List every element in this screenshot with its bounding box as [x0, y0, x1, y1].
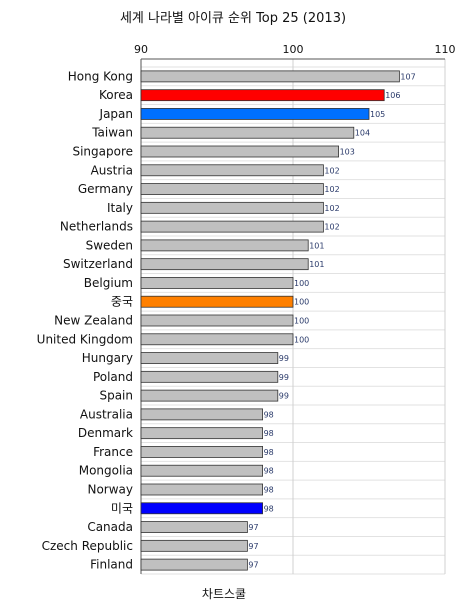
category-label: Sweden: [86, 238, 133, 252]
category-label: Switzerland: [63, 257, 133, 271]
bar: [140, 521, 248, 533]
value-label: 101: [309, 241, 324, 250]
value-label: 99: [279, 392, 289, 401]
bar: [140, 220, 324, 233]
category-label: Hungary: [82, 351, 133, 365]
category-label: Norway: [87, 483, 133, 497]
bar: [140, 295, 294, 308]
category-label: Netherlands: [60, 220, 133, 234]
category-label: Japan: [99, 107, 133, 121]
category-label: Poland: [93, 370, 133, 384]
category-label: Belgium: [84, 276, 133, 290]
bar: [140, 483, 263, 496]
bar: [140, 183, 324, 195]
value-label: 98: [264, 467, 274, 476]
category-label: Australia: [80, 407, 133, 421]
category-label: Canada: [87, 520, 133, 534]
value-label: 102: [324, 166, 339, 175]
category-label: Italy: [107, 201, 133, 215]
category-label: New Zealand: [54, 314, 133, 328]
value-label: 98: [264, 448, 274, 457]
category-label: United Kingdom: [37, 332, 133, 346]
bar: [140, 164, 324, 177]
value-label: 97: [248, 542, 258, 551]
bar: [140, 126, 355, 139]
value-label: 98: [264, 486, 274, 495]
category-label: 미국: [111, 501, 133, 515]
category-labels: Hong Kong Korea Japan Taiwan Singapore Austri…: [37, 69, 133, 571]
value-label: 97: [248, 561, 258, 570]
bar: [140, 370, 279, 383]
bar: [140, 277, 294, 289]
bar: [140, 333, 294, 346]
category-label: Czech Republic: [42, 539, 133, 553]
bar: [140, 314, 294, 327]
bar: [140, 352, 279, 364]
value-label: 98: [264, 410, 274, 419]
bar: [140, 239, 309, 252]
bar: [140, 408, 263, 421]
value-label: 104: [355, 129, 370, 138]
value-label: 100: [294, 279, 309, 288]
x-tick-label: 100: [283, 43, 304, 56]
category-label: Austria: [91, 163, 133, 177]
value-label: 106: [385, 91, 400, 100]
value-label: 97: [248, 523, 258, 532]
x-tick-label: 90: [134, 43, 148, 56]
chart-title: 세계 나라별 아이큐 순위 Top 25 (2013): [120, 11, 346, 26]
value-label: 102: [324, 204, 339, 213]
bar: [140, 258, 309, 271]
x-tick-label: 110: [435, 43, 456, 56]
category-label: Spain: [99, 389, 133, 403]
value-label: 103: [340, 148, 355, 157]
bar: [140, 70, 400, 83]
value-label: 102: [324, 185, 339, 194]
bar: [140, 502, 263, 515]
value-label: 100: [294, 317, 309, 326]
category-label: Germany: [78, 182, 133, 196]
x-axis-ticks: 90 100 110: [134, 43, 456, 56]
value-label: 105: [370, 110, 385, 119]
category-label: Singapore: [72, 145, 133, 159]
bar: [140, 539, 248, 552]
footer-credit: 차트스쿨: [202, 587, 246, 601]
value-label: 99: [279, 373, 289, 382]
value-label: 100: [294, 335, 309, 344]
category-label: Finland: [90, 558, 133, 572]
category-label: Denmark: [78, 426, 133, 440]
category-label: Mongolia: [79, 464, 133, 478]
bars: [140, 70, 400, 571]
category-label: France: [93, 445, 133, 459]
bar: [140, 464, 263, 477]
bar: [140, 89, 385, 102]
category-label: Hong Kong: [68, 69, 133, 83]
value-label: 102: [324, 223, 339, 232]
value-label: 98: [264, 429, 274, 438]
value-label: 107: [400, 72, 415, 81]
category-label: Korea: [99, 88, 133, 102]
bar: [140, 446, 263, 458]
category-label: 중국: [111, 295, 133, 309]
value-label: 100: [294, 298, 309, 307]
bar: [140, 427, 263, 440]
bar: [140, 201, 324, 214]
value-label: 98: [264, 504, 274, 513]
category-label: Taiwan: [91, 126, 133, 140]
bar: [140, 145, 340, 158]
value-label: 99: [279, 354, 289, 363]
bar: [140, 108, 370, 120]
value-labels: 1071061051041031021021021021011011001001…: [248, 72, 415, 569]
bar: [140, 389, 279, 402]
value-label: 101: [309, 260, 324, 269]
bar: [140, 558, 248, 571]
